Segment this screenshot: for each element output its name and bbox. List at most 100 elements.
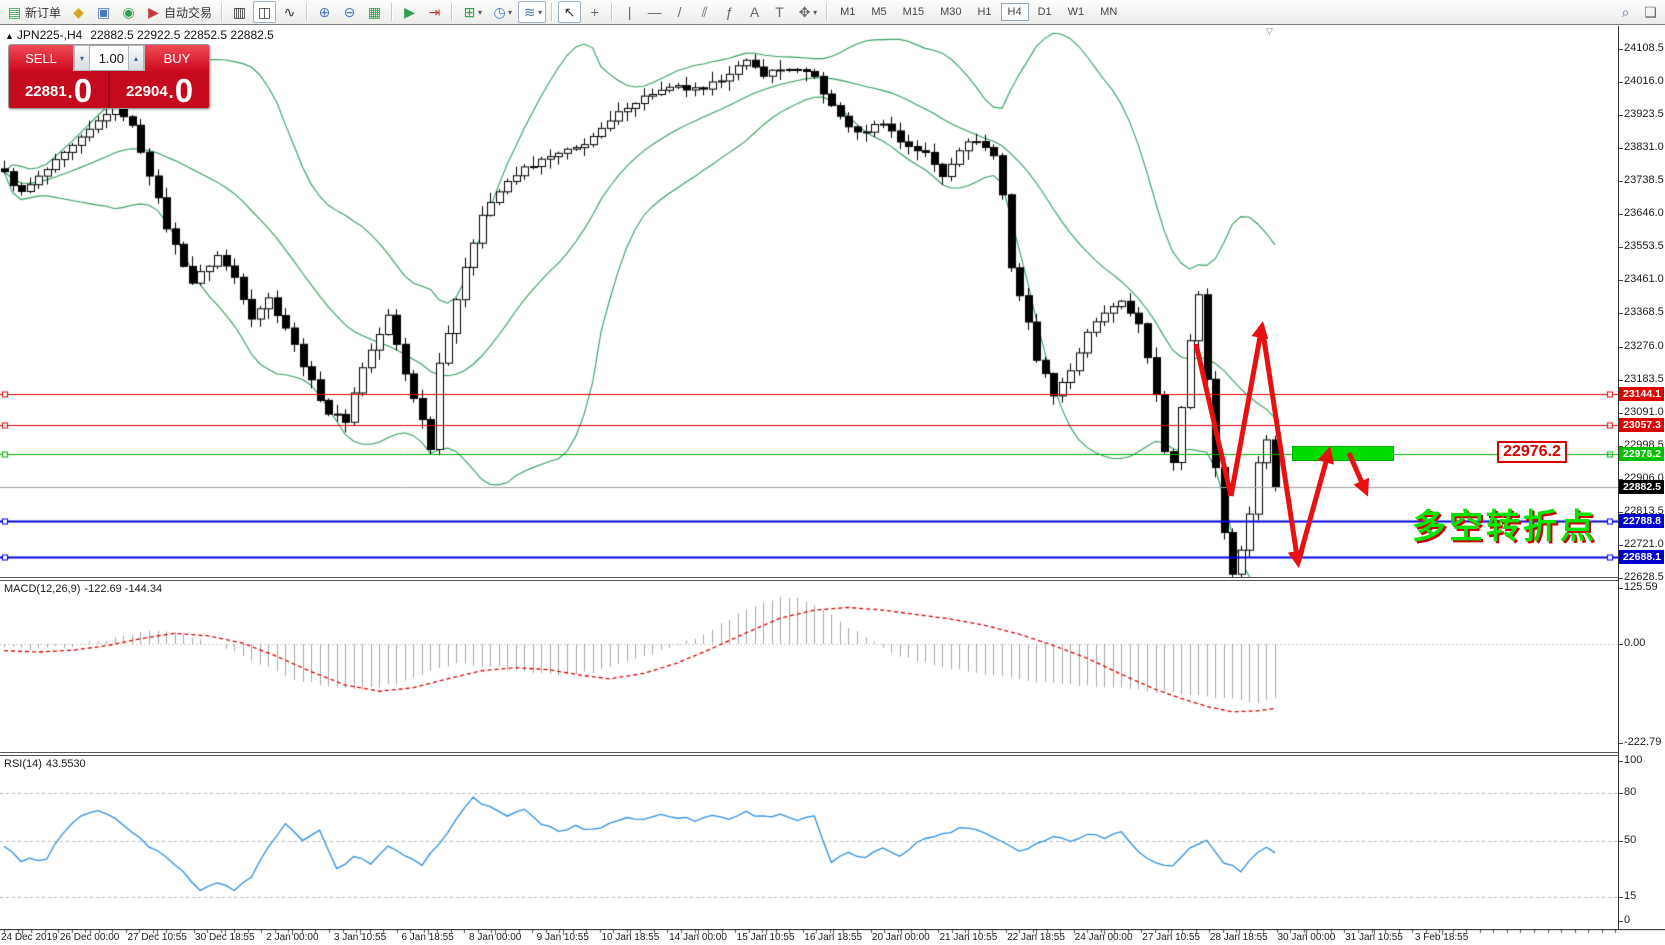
volume-decrease-button[interactable]: ▾ xyxy=(74,45,90,71)
search-button[interactable]: ⌕ xyxy=(1614,1,1637,23)
text-label-button[interactable]: T xyxy=(768,1,791,23)
price-tick-label: 23553.5 xyxy=(1619,240,1664,253)
price-tick-label: 23461.0 xyxy=(1619,273,1664,286)
buy-price[interactable]: 22904. 0 xyxy=(110,71,209,108)
zoom-in-icon: ⊕ xyxy=(318,4,331,20)
sell-button-label: SELL xyxy=(25,50,57,66)
timeframe-button-m1[interactable]: M1 xyxy=(840,6,856,18)
time-axis-label: 30 Dec 18:55 xyxy=(195,932,255,943)
turning-point-annotation[interactable]: 多空转折点 xyxy=(1412,508,1597,546)
toolbar-separator xyxy=(451,3,454,21)
profiles-list-button[interactable]: ◷ ▾ xyxy=(488,1,516,23)
candlestick-chart-button[interactable]: ◫ xyxy=(253,1,277,23)
timeframe-button-h1[interactable]: H1 xyxy=(977,6,992,18)
macd-panel-canvas[interactable] xyxy=(0,581,1618,752)
new-order-button[interactable]: ▤ 新订单 xyxy=(3,1,65,23)
bar-chart-button[interactable]: ▥ xyxy=(228,1,251,23)
timeframe-button-h4[interactable]: H4 xyxy=(1000,3,1029,21)
profiles-button[interactable]: ▣ xyxy=(92,1,115,23)
market-watch-button[interactable]: ◆ xyxy=(67,1,90,23)
time-axis-canvas xyxy=(0,929,1665,945)
main-chart-canvas[interactable] xyxy=(0,26,1618,577)
macd-name: MACD(12,26,9) xyxy=(4,583,81,595)
auto-trading-label: 自动交易 xyxy=(164,5,213,20)
signals-button[interactable]: ◉ xyxy=(117,1,140,23)
panel-splitter-macd[interactable] xyxy=(0,577,1618,581)
timeframe-button-m5[interactable]: M5 xyxy=(871,6,887,18)
tile-windows-button[interactable]: ▦ xyxy=(363,1,386,23)
price-tick-label: 22628.5 xyxy=(1619,570,1664,583)
horizontal-line-button[interactable]: — xyxy=(643,1,666,23)
sell-button[interactable]: SELL xyxy=(9,45,73,71)
sell-price[interactable]: 22881. 0 xyxy=(9,71,108,108)
price-tick-label: 24016.0 xyxy=(1619,75,1664,88)
timeframe-button-d1[interactable]: D1 xyxy=(1037,6,1052,18)
price-tick-label: -222.79 xyxy=(1618,736,1662,749)
time-axis-label: 16 Jan 18:55 xyxy=(804,932,863,943)
auto-trading-button[interactable]: ▶ 自动交易 xyxy=(142,1,216,23)
toolbar-group-zoom: ⊕ ⊖ ▦ xyxy=(312,0,387,24)
sell-price-big: 0 xyxy=(73,72,93,109)
macd-label: MACD(12,26,9) -122.69 -144.34 xyxy=(4,583,166,595)
time-axis-label: 24 Dec 2019 xyxy=(1,932,58,943)
rsi-name: RSI(14) xyxy=(4,758,42,770)
zoom-in-button[interactable]: ⊕ xyxy=(313,1,336,23)
price-tick-label: 24108.5 xyxy=(1619,42,1664,54)
chat-button[interactable]: ❏ xyxy=(1639,1,1662,23)
rsi-panel-canvas[interactable] xyxy=(0,756,1618,929)
toolbar-separator xyxy=(221,3,224,21)
channel-button[interactable]: ⫽ xyxy=(693,1,716,23)
cursor-icon: ↖ xyxy=(563,4,576,20)
shapes-button[interactable]: ✥ ▾ xyxy=(793,1,821,23)
volume-input[interactable] xyxy=(90,45,128,71)
trade-panel-divider xyxy=(108,71,110,108)
fibonacci-button[interactable]: ƒ xyxy=(718,1,741,23)
time-axis-label: 30 Jan 00:00 xyxy=(1277,932,1336,943)
time-axis-label: 9 Jan 10:55 xyxy=(536,932,589,943)
panel-splitter-rsi[interactable] xyxy=(0,752,1618,756)
line-chart-button[interactable]: ∿ xyxy=(278,1,301,23)
crosshair-icon: + xyxy=(590,4,599,20)
trendline-button[interactable]: / xyxy=(668,1,691,23)
timeframe-button-mn[interactable]: MN xyxy=(1100,6,1118,18)
level-price-label[interactable]: 22976.2 xyxy=(1497,441,1567,463)
price-tick-label: 125.59 xyxy=(1619,580,1658,593)
buy-button[interactable]: BUY xyxy=(145,45,209,71)
price-tick-label: 0 xyxy=(1618,914,1631,926)
timeframe-button-w1[interactable]: W1 xyxy=(1067,6,1085,18)
buy-button-label: BUY xyxy=(163,50,191,66)
fibonacci-icon: ƒ xyxy=(725,4,734,20)
sell-price-main: 22881 xyxy=(24,83,67,100)
text-button[interactable]: A xyxy=(743,1,766,23)
buy-price-main: 22904 xyxy=(125,83,168,100)
cursor-button[interactable]: ↖ xyxy=(558,1,582,23)
price-tick-label: 22813.5 xyxy=(1619,504,1664,517)
quote-line: ▲ JPN225-,H4 22882.5 22922.5 22852.5 22882… xyxy=(5,28,274,42)
indicators-button[interactable]: ≋ ▾ xyxy=(518,1,547,23)
price-badge: 22976.2 xyxy=(1619,447,1664,461)
zoom-out-button[interactable]: ⊖ xyxy=(338,1,361,23)
chart-shift-button[interactable]: ⇥ xyxy=(423,1,446,23)
time-axis-label: 28 Jan 18:55 xyxy=(1209,932,1268,943)
price-tick-label: 23646.0 xyxy=(1619,207,1664,220)
toolbar-group-right: ⌕ ❏ xyxy=(1613,0,1663,24)
timeframe-button-m30[interactable]: M30 xyxy=(940,6,962,18)
time-axis-label: 14 Jan 00:00 xyxy=(669,932,727,943)
market-watch-icon: ◆ xyxy=(73,4,84,20)
price-tick-label: 0.00 xyxy=(1618,637,1646,649)
supply-zone-rectangle[interactable] xyxy=(1292,446,1394,461)
auto-scroll-button[interactable]: ▶ xyxy=(398,1,421,23)
vertical-line-button[interactable]: | xyxy=(618,1,641,23)
trendline-icon: / xyxy=(677,4,682,20)
toolbar-group-trade: ▤ 新订单 ◆ ▣ ◉ ▶ 自动交易 xyxy=(2,0,217,24)
timeframe-button-m15[interactable]: M15 xyxy=(902,6,925,18)
new-chart-button[interactable]: ⊞ ▾ xyxy=(458,1,486,23)
toolbar-separator xyxy=(391,3,394,21)
chart-shift-icon: ⇥ xyxy=(428,4,441,20)
crosshair-button[interactable]: + xyxy=(583,1,606,23)
volume-increase-button[interactable]: ▴ xyxy=(128,45,144,71)
text-label-icon: T xyxy=(775,4,784,20)
candlestick-chart-icon: ◫ xyxy=(257,4,272,20)
chart-shift-marker-icon[interactable]: ▽ xyxy=(1266,26,1273,36)
rsi-label: RSI(14) 43.5530 xyxy=(4,758,90,770)
